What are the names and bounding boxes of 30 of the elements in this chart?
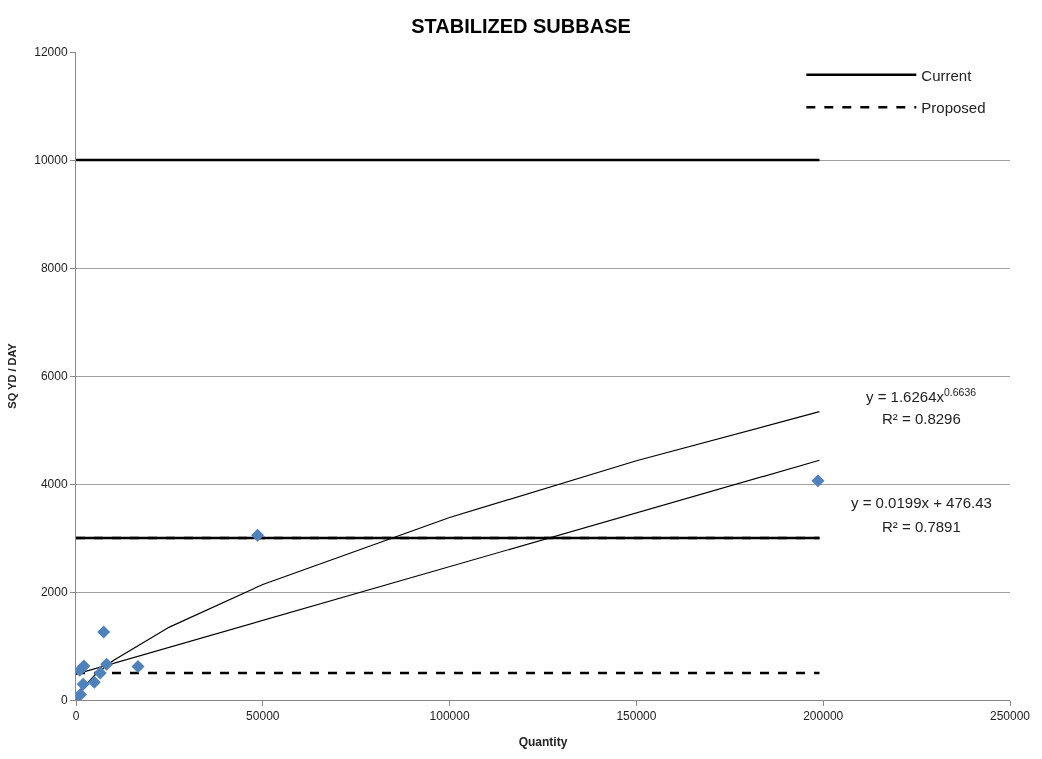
- y-tick-label: 0: [60, 693, 68, 708]
- x-axis-title: Quantity: [518, 735, 568, 750]
- point: [251, 528, 265, 542]
- point: [93, 666, 107, 680]
- y-tick-label: 2000: [40, 585, 68, 600]
- x-tick-label: 150000: [616, 709, 657, 724]
- x-tick-label: 250000: [989, 709, 1031, 724]
- point: [131, 660, 145, 674]
- y-tick-label: 8000: [40, 261, 68, 276]
- point: [97, 625, 111, 639]
- y-tick-label: 10000: [34, 153, 68, 168]
- annotation: y = 1.6264x$^{0.6636}$: [866, 386, 977, 406]
- x-tick-label: 200000: [803, 709, 844, 724]
- chart-title: STABILIZED SUBBASE: [411, 14, 631, 37]
- text: Current: [921, 66, 973, 84]
- point: [87, 675, 101, 689]
- x-tick-label: 50000: [246, 709, 280, 724]
- annotation: R² = 0.8296: [882, 410, 961, 427]
- y-tick-label: 6000: [40, 369, 68, 384]
- point: [811, 474, 825, 488]
- annotation: y = 0.0199x + 476.43: [851, 494, 992, 511]
- x-tick-label: 100000: [429, 709, 470, 724]
- point: [100, 657, 114, 671]
- point: [76, 677, 90, 691]
- x-tick-label: 0: [72, 709, 80, 724]
- y-tick-label: 12000: [34, 45, 68, 60]
- annotation: R² = 0.7891: [882, 518, 961, 535]
- y-tick-label: 4000: [40, 477, 68, 492]
- text: Proposed: [921, 99, 986, 117]
- y-axis-title: SQ YD / DAY: [5, 342, 18, 409]
